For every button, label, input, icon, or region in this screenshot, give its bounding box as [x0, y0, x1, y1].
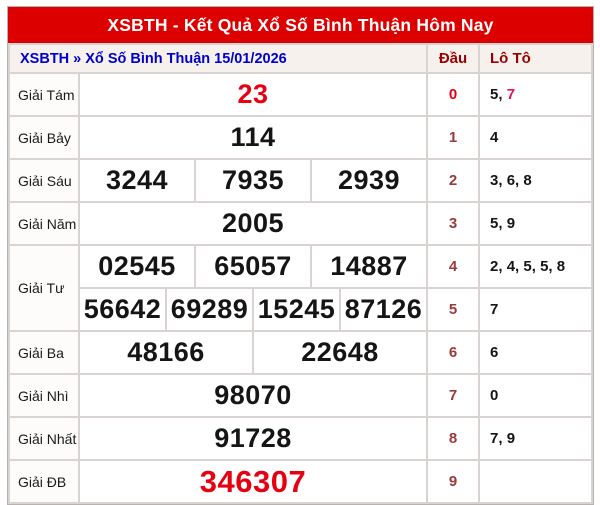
loto-values: 5, 7	[478, 72, 593, 117]
loto-number: 6	[490, 344, 499, 361]
prize-row: Giải ĐB 346307 9	[8, 459, 593, 504]
loto-number: 3	[490, 172, 499, 189]
loto-values: 7	[478, 287, 593, 332]
lottery-result-panel: XSBTH - Kết Quả Xổ Số Bình Thuận Hôm Nay…	[7, 6, 594, 505]
dau-digit: 5	[426, 287, 480, 332]
dau-digit: 3	[426, 201, 480, 246]
prize-numbers: 98070	[80, 375, 426, 416]
loto-number: 7	[506, 86, 516, 103]
result-title: XSBTH - Kết Quả Xổ Số Bình Thuận Hôm Nay	[8, 7, 593, 43]
prize-number: 22648	[301, 337, 379, 367]
prize-numbers: 2005	[80, 203, 426, 244]
dau-digit: 0	[426, 72, 480, 117]
prize-number: 114	[230, 122, 276, 152]
dau-digit: 7	[426, 373, 480, 418]
dau-digit: 9	[426, 459, 480, 504]
loto-number: 0	[490, 387, 499, 404]
prize-numbers: 114	[80, 117, 426, 158]
prize-number: 56642	[80, 289, 167, 330]
prize-number: 15245	[254, 289, 341, 330]
prize-row: Giải Nhì 98070 7 0	[8, 373, 593, 418]
loto-number: 7	[490, 430, 499, 447]
loto-number: 2	[490, 258, 499, 275]
prize-number: 48166	[80, 332, 254, 373]
prize-label: Giải Sáu	[8, 158, 80, 203]
prize-numbers: 346307	[80, 461, 426, 502]
prize-number: 65057	[196, 246, 312, 287]
loto-number: 4	[490, 129, 499, 146]
prize-label: Giải Nhì	[8, 373, 80, 418]
dau-digit: 2	[426, 158, 480, 203]
loto-number: 5	[490, 86, 499, 103]
loto-number: 5	[540, 258, 549, 275]
dau-digit: 8	[426, 416, 480, 461]
loto-values: 7, 9	[478, 416, 593, 461]
prize-number: 69289	[167, 289, 254, 330]
loto-values: 3, 6, 8	[478, 158, 593, 203]
breadcrumb-link[interactable]: XSBTH » Xổ Số Bình Thuận 15/01/2026	[8, 43, 428, 74]
loto-number: 8	[523, 172, 532, 189]
table-header-row: XSBTH » Xổ Số Bình Thuận 15/01/2026 Đầu …	[8, 43, 593, 74]
loto-number: 8	[556, 258, 566, 275]
prize-label: Giải Ba	[8, 330, 80, 375]
loto-values	[478, 459, 593, 504]
prize-label: Giải Tư	[8, 244, 80, 332]
prize-number: 02545	[80, 246, 196, 287]
loto-values: 5, 9	[478, 201, 593, 246]
prize-numbers: 3244 7935 2939	[80, 160, 426, 201]
prize-number: 346307	[199, 463, 307, 499]
prize-label: Giải Tám	[8, 72, 80, 117]
loto-number: 9	[506, 215, 516, 232]
loto-number: 6	[506, 172, 516, 189]
prize-numbers: 23	[80, 74, 426, 115]
loto-column-header: Lô Tô	[478, 43, 593, 74]
loto-number: 7	[490, 301, 499, 318]
prize-number: 14887	[330, 251, 408, 281]
loto-values: 0	[478, 373, 593, 418]
prize-number: 87126	[344, 294, 423, 324]
prize-number: 3244	[80, 160, 196, 201]
loto-values: 4	[478, 115, 593, 160]
prize-number: 2939	[337, 165, 401, 195]
prize-number: 2005	[221, 208, 285, 238]
dau-column-header: Đầu	[426, 43, 480, 74]
prize-number: 23	[237, 79, 269, 109]
prize-label: Giải Năm	[8, 201, 80, 246]
dau-digit: 4	[426, 244, 480, 289]
prize-label: Giải Nhất	[8, 416, 80, 461]
loto-number: 5	[490, 215, 499, 232]
prize-row: Giải Tư 02545 65057 14887 4 2, 4, 5, 5, 8	[8, 244, 593, 332]
prize-row: Giải Nhất 91728 8 7, 9	[8, 416, 593, 461]
prize-numbers: 56642 69289 15245 87126	[80, 289, 426, 330]
loto-values: 2, 4, 5, 5, 8	[478, 244, 593, 289]
prize-numbers: 91728	[80, 418, 426, 459]
prize-row: Giải Sáu 3244 7935 2939 2 3, 6, 8	[8, 158, 593, 203]
loto-number: 5	[523, 258, 532, 275]
dau-digit: 6	[426, 330, 480, 375]
dau-digit: 1	[426, 115, 480, 160]
loto-number: 4	[506, 258, 516, 275]
prize-row: Giải Tám 23 0 5, 7	[8, 72, 593, 117]
prize-number: 98070	[214, 380, 292, 410]
loto-values: 6	[478, 330, 593, 375]
prize-label: Giải ĐB	[8, 459, 80, 504]
prize-numbers: 48166 22648	[80, 332, 426, 373]
prize-row: 56642 69289 15245 87126 5 7	[9, 287, 593, 332]
prize-label: Giải Bảy	[8, 115, 80, 160]
prize-number: 7935	[196, 160, 312, 201]
prize-row: Giải Năm 2005 3 5, 9	[8, 201, 593, 246]
prize-number: 91728	[214, 423, 292, 453]
prize-numbers: 02545 65057 14887	[80, 246, 426, 287]
prize-row: Giải Bảy 114 1 4	[8, 115, 593, 160]
prize-row: Giải Ba 48166 22648 6 6	[8, 330, 593, 375]
results-table: XSBTH » Xổ Số Bình Thuận 15/01/2026 Đầu …	[8, 43, 593, 504]
loto-number: 9	[506, 430, 516, 447]
